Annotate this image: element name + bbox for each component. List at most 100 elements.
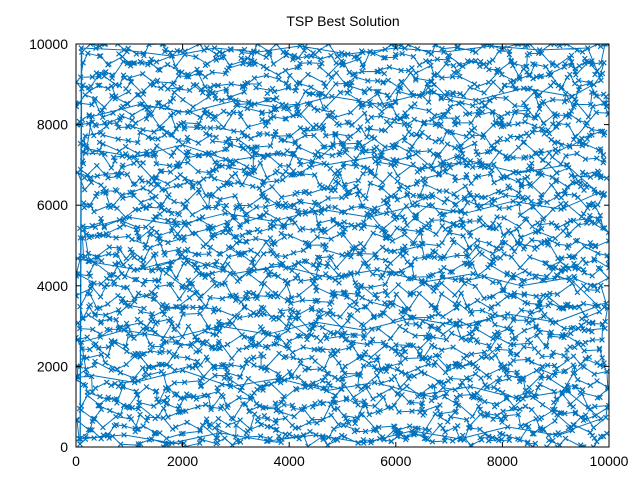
city-marker	[593, 109, 600, 116]
city-marker	[416, 290, 423, 297]
city-marker	[502, 239, 509, 246]
city-marker	[227, 140, 234, 147]
city-marker	[284, 280, 291, 287]
city-marker	[449, 221, 456, 228]
city-marker	[175, 137, 182, 144]
city-marker	[139, 60, 145, 66]
city-marker	[291, 202, 298, 209]
city-marker	[196, 180, 203, 186]
city-marker	[584, 286, 590, 293]
city-marker	[245, 100, 252, 107]
city-marker	[87, 273, 94, 279]
city-marker	[355, 140, 362, 147]
city-marker	[207, 223, 214, 230]
city-marker	[575, 194, 581, 201]
city-marker	[380, 197, 387, 204]
city-marker	[244, 133, 251, 140]
city-marker	[557, 258, 564, 265]
city-marker	[182, 203, 189, 210]
city-marker	[157, 168, 164, 175]
city-marker	[328, 52, 334, 59]
city-marker	[458, 290, 465, 297]
city-marker	[87, 44, 94, 47]
city-marker	[451, 292, 458, 298]
city-marker	[259, 109, 266, 115]
city-marker	[152, 291, 159, 298]
city-marker	[438, 95, 445, 102]
city-marker	[588, 219, 595, 226]
city-marker	[77, 74, 84, 81]
city-marker	[120, 58, 127, 65]
city-marker	[514, 44, 521, 47]
city-marker	[115, 124, 122, 131]
city-marker	[305, 71, 311, 78]
city-marker	[592, 242, 599, 249]
city-marker	[395, 281, 402, 288]
city-marker	[103, 123, 110, 130]
city-marker	[377, 66, 384, 73]
city-marker	[338, 49, 345, 56]
city-marker	[264, 198, 271, 204]
city-marker	[393, 291, 400, 298]
city-marker	[196, 295, 203, 302]
city-marker	[335, 168, 341, 174]
city-marker	[79, 85, 85, 92]
city-marker	[489, 167, 495, 173]
city-marker	[369, 271, 376, 277]
city-marker	[278, 194, 285, 201]
city-marker	[290, 54, 297, 61]
city-marker	[142, 224, 149, 231]
city-marker	[534, 92, 541, 99]
city-marker	[88, 179, 95, 186]
city-marker	[203, 241, 209, 248]
y-tick-label: 0	[60, 439, 68, 455]
city-marker	[531, 246, 538, 252]
city-marker	[468, 120, 474, 126]
city-marker	[346, 250, 353, 256]
city-marker	[333, 60, 340, 66]
city-marker	[394, 196, 401, 203]
city-marker	[324, 260, 331, 266]
city-marker	[238, 49, 245, 56]
city-marker	[524, 44, 531, 48]
city-marker	[436, 188, 443, 194]
city-marker	[213, 282, 220, 289]
city-marker	[497, 255, 504, 261]
city-marker	[256, 130, 263, 137]
city-marker	[410, 161, 416, 168]
city-marker	[176, 295, 183, 302]
city-marker	[153, 175, 160, 182]
city-marker	[80, 148, 86, 155]
city-marker	[167, 169, 174, 175]
city-marker	[457, 90, 463, 97]
city-marker	[96, 71, 102, 78]
city-marker	[350, 160, 357, 167]
city-marker	[340, 228, 347, 235]
city-marker	[310, 227, 316, 234]
city-marker	[306, 190, 312, 197]
city-marker	[595, 250, 601, 257]
city-marker	[116, 148, 123, 155]
city-marker	[82, 133, 89, 139]
city-marker	[550, 265, 556, 272]
city-marker	[233, 233, 240, 240]
city-marker	[526, 44, 533, 47]
city-marker	[182, 175, 188, 182]
city-marker	[196, 216, 203, 222]
city-marker	[133, 158, 140, 164]
city-marker	[476, 63, 483, 70]
city-marker	[241, 89, 248, 95]
city-marker	[227, 225, 234, 232]
city-marker	[174, 304, 181, 310]
city-marker	[331, 114, 338, 121]
city-marker	[243, 217, 250, 223]
city-marker	[117, 114, 124, 121]
city-marker	[92, 224, 99, 231]
city-marker	[322, 247, 328, 253]
city-marker	[381, 103, 388, 109]
city-marker	[159, 44, 166, 47]
city-marker	[209, 276, 216, 283]
city-marker	[120, 72, 127, 79]
city-marker	[486, 97, 493, 103]
city-marker	[528, 237, 535, 243]
